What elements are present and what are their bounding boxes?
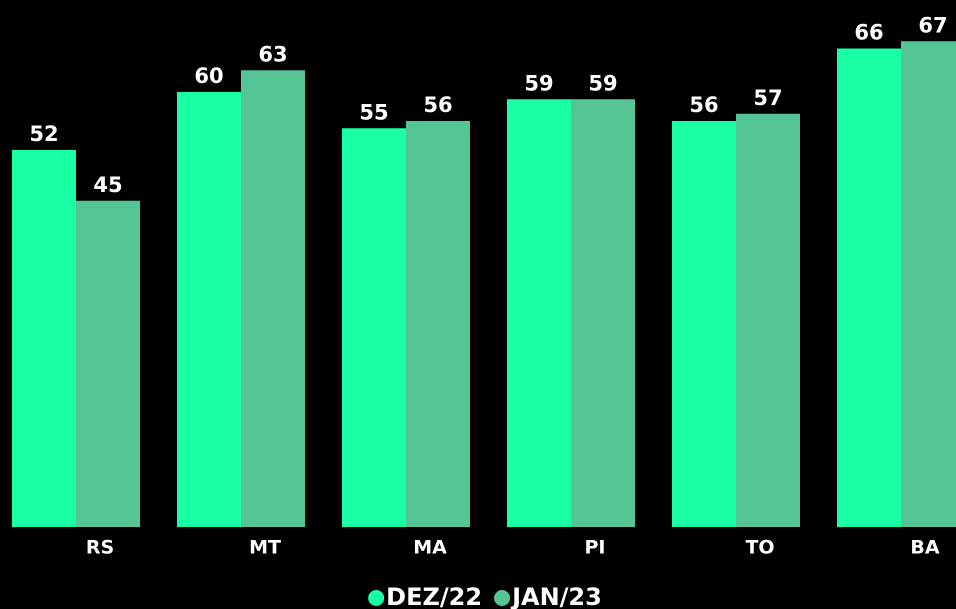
bar — [76, 200, 140, 527]
value-label: 55 — [359, 100, 388, 124]
bar — [12, 150, 76, 527]
value-label: 52 — [29, 122, 58, 146]
x-tick-label: PI — [585, 537, 606, 559]
bar — [736, 113, 800, 527]
x-tick-label: BA — [910, 537, 939, 559]
x-tick-label: TO — [745, 537, 774, 559]
value-label: 63 — [258, 42, 287, 66]
value-label: 57 — [753, 86, 782, 110]
x-tick-label: RS — [86, 537, 114, 559]
bar — [342, 128, 406, 527]
bar — [406, 121, 470, 527]
value-label: 60 — [194, 64, 223, 88]
legend-marker — [368, 590, 385, 606]
value-label: 59 — [588, 71, 617, 95]
value-label: 66 — [854, 21, 883, 45]
bar — [571, 99, 635, 527]
legend-label: DEZ/22 — [386, 583, 482, 609]
value-label: 56 — [689, 93, 718, 117]
bar — [672, 121, 736, 527]
value-label: 67 — [918, 13, 947, 37]
bar — [177, 92, 241, 527]
value-label: 59 — [524, 71, 553, 95]
bar — [507, 99, 571, 527]
legend-label: JAN/23 — [510, 583, 602, 609]
value-label: 56 — [423, 93, 452, 117]
value-label: 45 — [93, 173, 122, 197]
x-tick-label: MA — [413, 537, 447, 559]
bar — [241, 70, 305, 527]
bar — [901, 41, 956, 527]
legend-marker — [494, 590, 511, 606]
x-tick-label: MT — [249, 537, 281, 559]
bar — [837, 48, 901, 527]
